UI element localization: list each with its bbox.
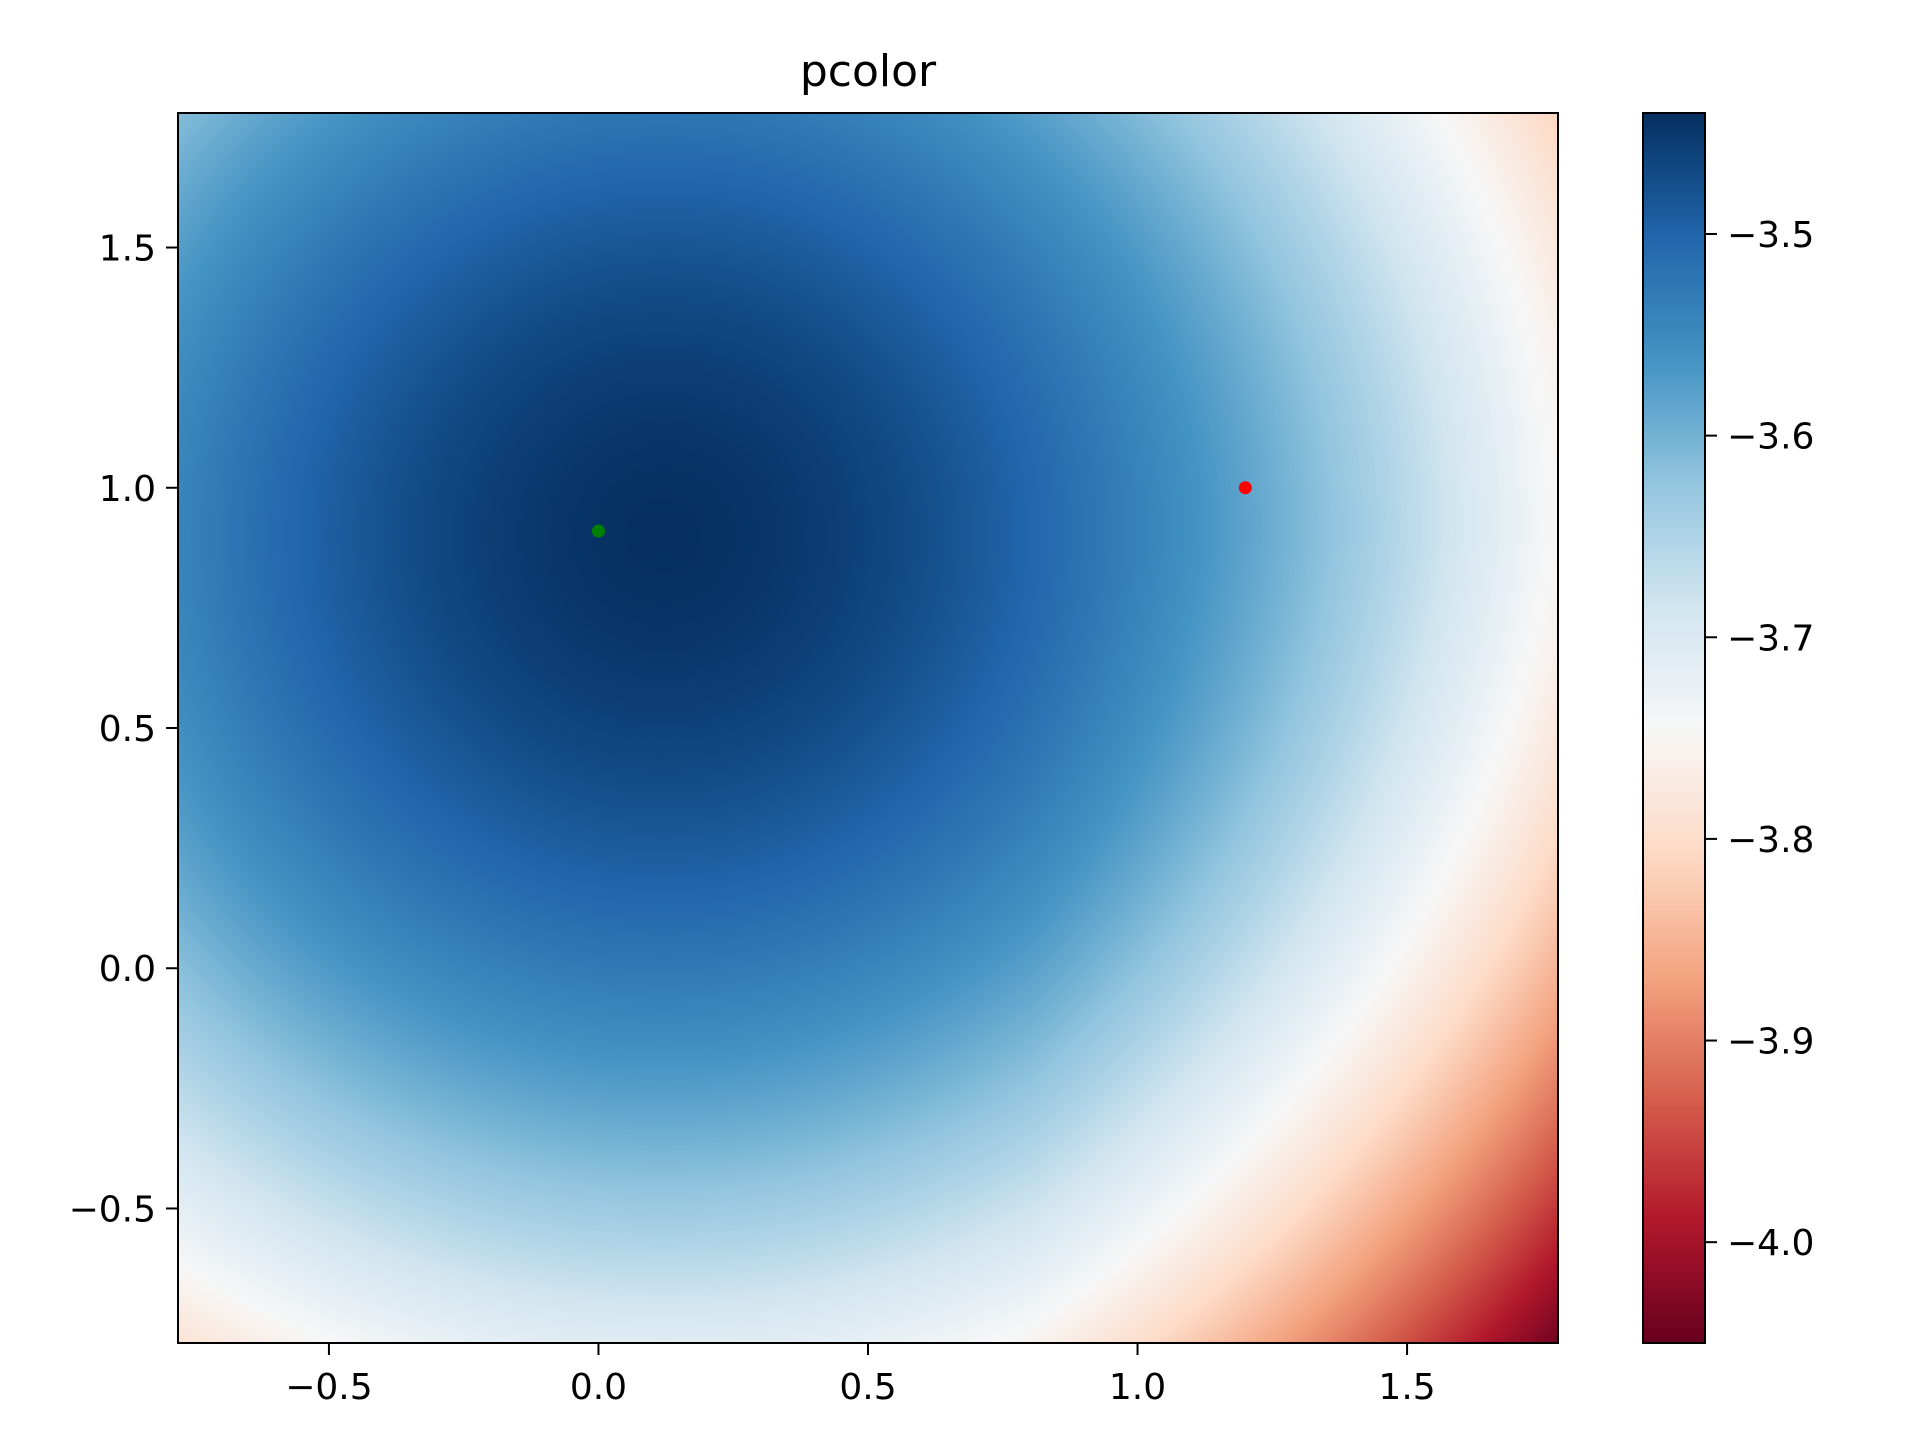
y-tick-label: 1.0 xyxy=(99,469,156,510)
y-tick-label: 0.5 xyxy=(99,709,156,750)
y-axis: −0.5 0.0 0.5 1.0 1.5 xyxy=(69,229,178,1230)
x-tick-label: −0.5 xyxy=(285,1367,372,1408)
colorbar-tick-label: −3.9 xyxy=(1727,1022,1814,1063)
colorbar: −4.0 −3.9 −3.8 −3.7 −3.6 −3.5 xyxy=(1642,112,1814,1344)
chart-title: pcolor xyxy=(800,46,937,97)
x-tick-label: 0.0 xyxy=(570,1367,627,1408)
marker-point xyxy=(591,524,605,538)
colorbar-tick-label: −4.0 xyxy=(1727,1223,1814,1264)
colorbar-tick-label: −3.8 xyxy=(1727,820,1814,861)
colorbar-gradient xyxy=(1643,113,1705,1343)
marker-point xyxy=(1238,481,1252,495)
y-tick-label: 0.0 xyxy=(99,949,156,990)
colorbar-tick-label: −3.5 xyxy=(1727,215,1814,256)
colorbar-axis: −4.0 −3.9 −3.8 −3.7 −3.6 −3.5 xyxy=(1705,215,1814,1264)
colorbar-tick-label: −3.6 xyxy=(1727,417,1814,458)
y-tick-label: 1.5 xyxy=(99,229,156,270)
marker-layer xyxy=(591,481,1252,538)
y-tick-label: −0.5 xyxy=(69,1189,156,1230)
x-tick-label: 1.5 xyxy=(1378,1367,1435,1408)
colorbar-frame xyxy=(1642,112,1706,1344)
plot-area xyxy=(177,112,1559,1344)
x-axis: −0.5 0.0 0.5 1.0 1.5 xyxy=(285,1343,1436,1408)
colorbar-tick-label: −3.7 xyxy=(1727,618,1814,659)
heatmap-image xyxy=(178,113,1558,1343)
x-tick-label: 0.5 xyxy=(839,1367,896,1408)
x-tick-label: 1.0 xyxy=(1109,1367,1166,1408)
